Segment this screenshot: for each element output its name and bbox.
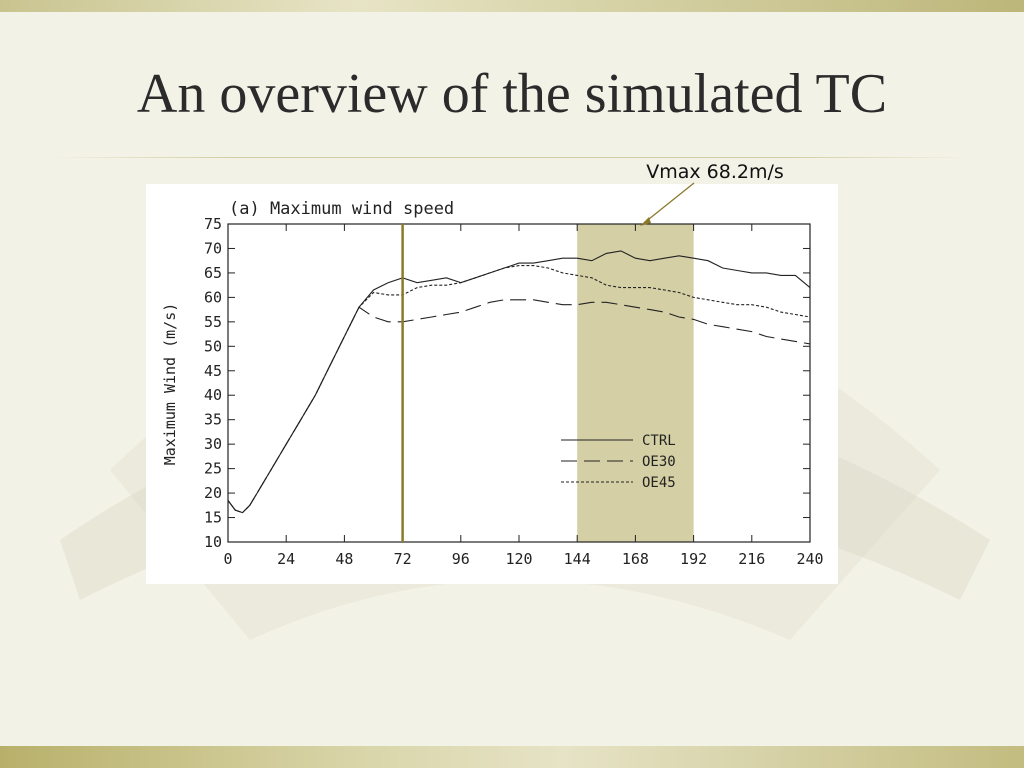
series-line-ctrl [227, 250, 811, 514]
highlight-band [577, 224, 694, 542]
y-tick-label: 10 [204, 533, 222, 551]
x-tick-label: 96 [452, 550, 470, 568]
x-tick-label: 144 [564, 550, 591, 568]
x-tick-label: 240 [796, 550, 823, 568]
y-tick-label: 50 [204, 337, 222, 355]
y-tick-label: 60 [204, 288, 222, 306]
y-tick-label: 40 [204, 386, 222, 404]
x-tick-label: 192 [680, 550, 707, 568]
x-tick-label: 48 [335, 550, 353, 568]
chart-title: (a) Maximum wind speed [229, 199, 454, 219]
vmax-callout-label: Vmax 68.2m/s [646, 161, 784, 183]
y-tick-label: 65 [204, 264, 222, 282]
x-tick-label: 120 [505, 550, 532, 568]
y-tick-label: 25 [204, 460, 222, 478]
y-tick-label: 55 [204, 313, 222, 331]
title-divider [48, 157, 973, 158]
x-tick-label: 168 [622, 550, 649, 568]
y-tick-label: 30 [204, 435, 222, 453]
series-line-oe45 [227, 265, 811, 514]
top-decorative-band [0, 0, 1024, 12]
x-tick-label: 216 [738, 550, 765, 568]
y-tick-label: 45 [204, 362, 222, 380]
legend-label-oe45: OE45 [642, 475, 676, 491]
legend-label-oe30: OE30 [642, 454, 676, 470]
y-tick-label: 70 [204, 239, 222, 257]
wind-speed-chart: 10 15 20 25 30 35 40 45 50 55 60 65 70 75 0 24 48 72 96 120… [161, 199, 824, 568]
y-tick-label: 75 [204, 215, 222, 233]
y-tick-label: 20 [204, 484, 222, 502]
bottom-decorative-band [0, 746, 1024, 768]
plot-frame [227, 223, 811, 543]
y-tick-label: 35 [204, 411, 222, 429]
chart-panel: 10 15 20 25 30 35 40 45 50 55 60 65 70 75 0 24 48 72 96 120… [146, 184, 838, 584]
series-line-oe30 [227, 299, 811, 514]
slide-title: An overview of the simulated TC [136, 63, 888, 125]
y-axis-label: Maximum Wind (m/s) [161, 303, 179, 466]
y-tick-label: 15 [204, 509, 222, 527]
x-tick-label: 24 [277, 550, 295, 568]
x-tick-label: 72 [394, 550, 412, 568]
legend-label-ctrl: CTRL [642, 433, 676, 449]
x-tick-label: 0 [223, 550, 232, 568]
